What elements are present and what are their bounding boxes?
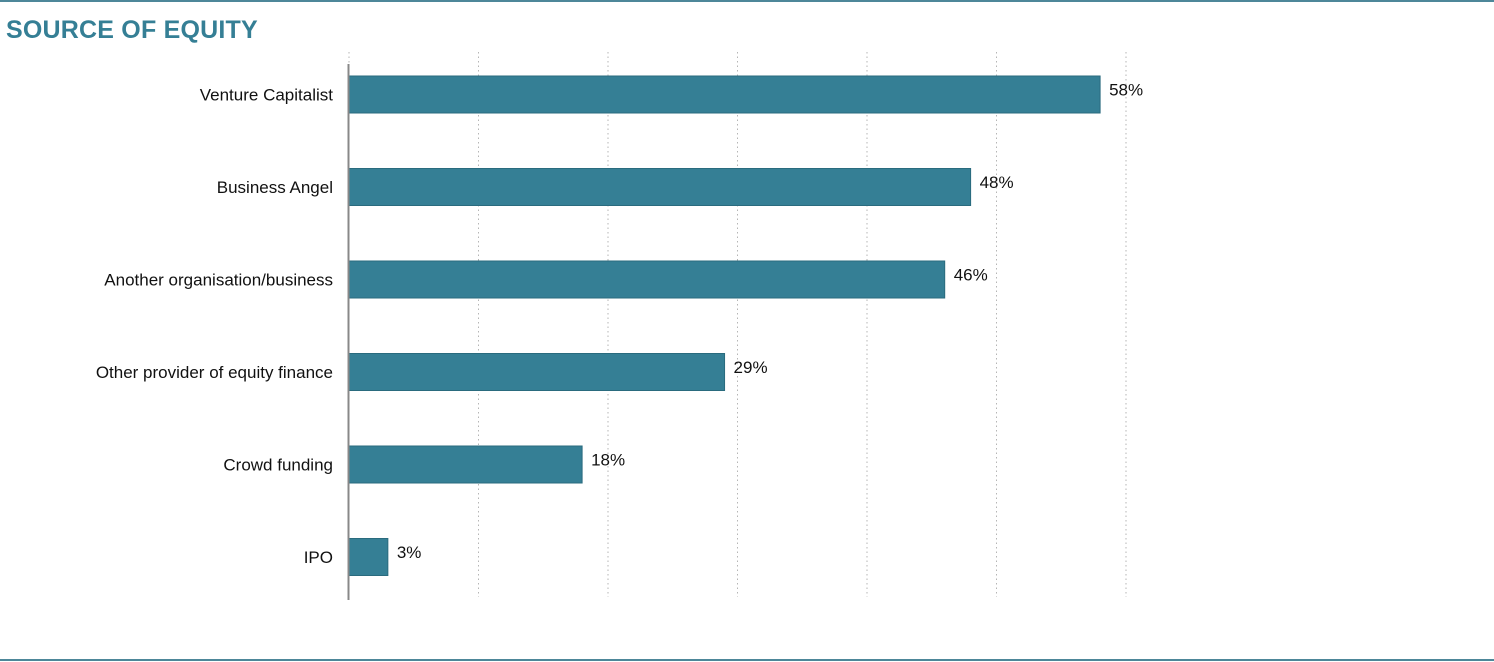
category-label: Venture Capitalist <box>200 86 334 105</box>
labels: Venture Capitalist 58% Business Angel 48% An… <box>96 81 1143 568</box>
top-rule <box>0 0 1494 2</box>
category-label: Business Angel <box>217 178 333 197</box>
data-label: 48% <box>980 173 1014 192</box>
bar <box>348 260 946 299</box>
bars <box>348 75 1101 576</box>
data-label: 58% <box>1109 81 1143 100</box>
category-label: Other provider of equity finance <box>96 363 333 382</box>
bar <box>348 445 583 484</box>
bar <box>348 75 1101 114</box>
bar <box>348 538 389 576</box>
data-label: 18% <box>591 451 625 470</box>
category-label: Another organisation/business <box>104 271 333 290</box>
bar <box>348 353 726 391</box>
chart-title: SOURCE OF EQUITY <box>6 16 258 44</box>
bar <box>348 168 972 206</box>
data-label: 46% <box>954 266 988 285</box>
category-label: IPO <box>304 548 333 567</box>
bottom-rule <box>0 659 1494 661</box>
category-label: Crowd funding <box>223 456 333 475</box>
data-label: 29% <box>734 358 768 377</box>
gridlines <box>348 52 1127 597</box>
data-label: 3% <box>397 543 422 562</box>
